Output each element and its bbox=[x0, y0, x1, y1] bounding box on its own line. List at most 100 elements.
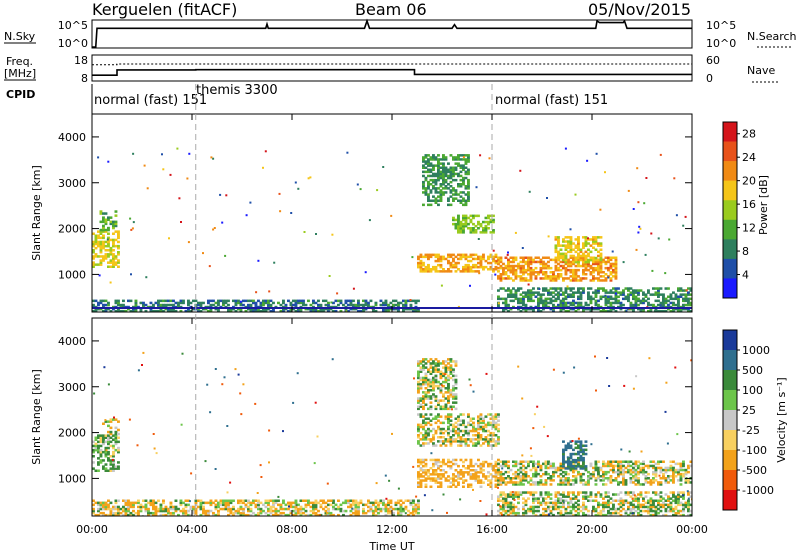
data-cell bbox=[487, 429, 490, 433]
data-point bbox=[675, 214, 678, 217]
data-point bbox=[295, 504, 298, 507]
data-cell bbox=[587, 293, 590, 296]
data-cell bbox=[569, 307, 573, 311]
data-cell bbox=[432, 362, 435, 365]
data-cell bbox=[544, 483, 548, 486]
data-cell bbox=[112, 238, 115, 242]
data-cell bbox=[414, 307, 418, 311]
data-cell bbox=[459, 442, 463, 445]
data-cell bbox=[392, 507, 395, 511]
data-cell bbox=[507, 293, 510, 296]
data-cell bbox=[679, 472, 683, 476]
data-cell bbox=[314, 301, 318, 305]
data-cell bbox=[659, 497, 663, 500]
data-cell bbox=[657, 501, 660, 505]
data-cell bbox=[294, 301, 298, 305]
data-cell bbox=[657, 483, 660, 486]
data-point bbox=[178, 197, 181, 200]
data-cell bbox=[402, 509, 405, 513]
data-cell bbox=[112, 465, 115, 468]
data-cell bbox=[419, 485, 423, 488]
data-cell bbox=[572, 271, 575, 274]
data-cell bbox=[424, 166, 428, 169]
data-cell bbox=[429, 253, 433, 257]
data-cell bbox=[514, 275, 518, 278]
data-cell bbox=[559, 252, 563, 256]
data-cell bbox=[572, 254, 575, 258]
data-cell bbox=[554, 264, 558, 268]
data-cell bbox=[112, 450, 115, 454]
data-cell bbox=[614, 271, 618, 274]
data-cell bbox=[462, 229, 465, 232]
data-cell bbox=[599, 279, 603, 282]
data-cell bbox=[362, 307, 365, 311]
data-cell bbox=[97, 448, 100, 452]
data-cell bbox=[679, 287, 683, 290]
data-cell bbox=[557, 505, 560, 509]
data-cell bbox=[562, 481, 565, 484]
data-cell bbox=[547, 297, 550, 301]
data-cell bbox=[487, 464, 490, 468]
data-cell bbox=[577, 279, 580, 282]
data-cell bbox=[444, 417, 448, 420]
data-point bbox=[128, 418, 131, 421]
data-cell bbox=[114, 507, 118, 511]
data-cell bbox=[627, 505, 630, 509]
data-cell bbox=[214, 307, 218, 311]
data-cell bbox=[554, 236, 558, 239]
data-cell bbox=[462, 471, 465, 474]
data-cell bbox=[649, 503, 653, 507]
data-cell bbox=[564, 507, 568, 511]
data-cell bbox=[682, 297, 685, 301]
data-cell bbox=[97, 255, 100, 258]
data-cell bbox=[617, 464, 620, 468]
data-cell bbox=[612, 464, 615, 468]
data-cell bbox=[447, 255, 450, 259]
data-cell bbox=[324, 303, 328, 307]
data-cell bbox=[557, 244, 560, 247]
data-cell bbox=[467, 168, 470, 171]
data-cell bbox=[259, 301, 263, 305]
data-cell bbox=[427, 421, 430, 425]
data-cell bbox=[562, 491, 565, 494]
data-cell bbox=[417, 475, 420, 478]
data-cell bbox=[632, 295, 635, 298]
data-cell bbox=[112, 259, 115, 262]
data-cell bbox=[449, 442, 453, 445]
data-point bbox=[573, 366, 576, 369]
data-point bbox=[314, 401, 317, 404]
data-cell bbox=[109, 251, 113, 254]
data-cell bbox=[457, 431, 460, 435]
data-cell bbox=[632, 499, 635, 502]
data-cell bbox=[409, 307, 413, 311]
data-cell bbox=[467, 216, 470, 220]
data-cell bbox=[449, 263, 453, 267]
data-cell bbox=[427, 368, 430, 371]
data-cell bbox=[592, 279, 595, 282]
data-cell bbox=[607, 501, 610, 505]
data-point bbox=[633, 494, 636, 497]
data-cell bbox=[429, 362, 433, 365]
data-cell bbox=[129, 501, 133, 505]
data-cell bbox=[434, 259, 438, 263]
data-cell bbox=[587, 509, 590, 513]
data-cell bbox=[542, 293, 545, 296]
data-cell bbox=[594, 499, 598, 502]
data-cell bbox=[434, 473, 438, 476]
data-cell bbox=[644, 505, 648, 509]
data-cell bbox=[209, 501, 213, 505]
data-cell bbox=[572, 468, 575, 472]
data-cell bbox=[472, 417, 475, 420]
data-cell bbox=[419, 255, 423, 259]
data-cell bbox=[559, 472, 563, 476]
data-cell bbox=[432, 384, 435, 388]
data-cell bbox=[434, 164, 438, 167]
data-cell bbox=[432, 166, 435, 169]
data-cell bbox=[462, 481, 465, 484]
data-cell bbox=[682, 303, 685, 307]
data-cell bbox=[117, 246, 120, 250]
data-cell bbox=[452, 222, 455, 226]
data-cell bbox=[169, 303, 173, 307]
data-cell bbox=[639, 309, 643, 312]
data-cell bbox=[439, 464, 443, 468]
